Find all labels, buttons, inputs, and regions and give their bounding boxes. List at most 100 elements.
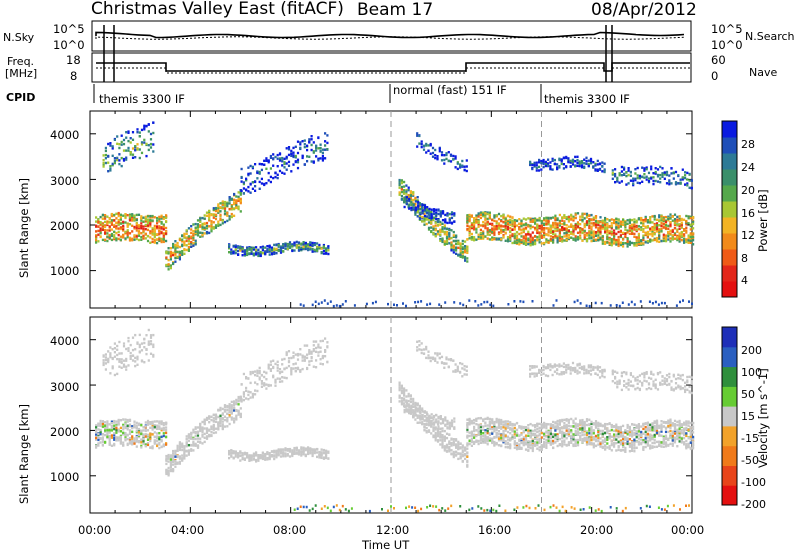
scatter-cell (153, 229, 156, 232)
scatter-cell (622, 238, 625, 241)
scatter-cell (464, 245, 467, 248)
scatter-cell (653, 231, 656, 235)
scatter-cell (277, 245, 280, 248)
scatter-cell (561, 240, 564, 243)
scatter-cell (266, 250, 269, 253)
scatter-cell (522, 237, 525, 240)
nave-tick-low: 0 (711, 69, 719, 83)
scatter-cell (576, 212, 580, 215)
scatter-cell (97, 432, 100, 435)
scatter-cell (567, 225, 570, 228)
scatter-cell (477, 233, 480, 236)
scatter-cell (409, 194, 412, 198)
scatter-cell (653, 222, 656, 226)
scatter-cell (258, 378, 261, 381)
scatter-cell (158, 218, 161, 221)
scatter-cell (185, 441, 188, 444)
scatter-cell (264, 455, 267, 458)
scatter-cell (219, 210, 222, 213)
scatter-cell (145, 352, 148, 356)
scatter-cell (145, 347, 148, 351)
scatter-cell (635, 228, 638, 232)
scatter-cell (212, 431, 215, 435)
scatter-cell (670, 182, 673, 185)
scatter-cell (167, 471, 170, 475)
scatter-cell (601, 165, 604, 168)
scatter-cell (258, 162, 261, 166)
scatter-cell (659, 173, 662, 177)
scatter-cell (135, 435, 138, 439)
scatter-cell (684, 176, 687, 180)
scatter-cell (178, 255, 181, 258)
scatter-cell (422, 144, 426, 147)
scatter-cell (196, 432, 200, 435)
scatter-cell (412, 194, 415, 197)
scatter-cell (95, 237, 98, 240)
scatter-cell (491, 236, 494, 239)
scatter-cell (201, 234, 204, 237)
scatter-cell (272, 176, 275, 180)
scatter-cell (162, 240, 165, 244)
scatter-cell (111, 154, 114, 157)
scatter-cell (217, 224, 220, 227)
scatter-cell (477, 212, 480, 215)
scatter-cell (214, 414, 218, 418)
scatter-cell (604, 223, 607, 226)
scatter-cell (663, 177, 666, 180)
scatter-cell (443, 230, 446, 234)
scatter-cell (578, 164, 581, 168)
scatter-cell (636, 176, 639, 180)
scatter-cell (122, 428, 125, 431)
scatter-cell (676, 236, 679, 239)
scatter-cell (448, 217, 451, 220)
scatter-cell (613, 221, 616, 225)
scatter-cell (223, 425, 227, 428)
scatter-cell (149, 446, 152, 449)
scatter-cell (283, 367, 286, 371)
scatter-cell (275, 252, 278, 255)
scatter-cell (623, 172, 626, 176)
scatter-cell (506, 236, 510, 239)
scatter-cell (608, 241, 611, 244)
scatter-cell (325, 449, 328, 453)
scatter-cell (302, 447, 305, 451)
scatter-cell (646, 230, 649, 234)
scatter-cell (241, 247, 244, 250)
scatter-cell (99, 433, 102, 436)
scatter-cell (628, 229, 631, 232)
ground-cell (387, 302, 389, 306)
scatter-cell (140, 141, 144, 144)
scatter-cell (547, 223, 550, 226)
scatter-cell (252, 254, 255, 257)
scatter-cell (95, 235, 98, 238)
scatter-cell (529, 217, 532, 220)
scatter-cell (520, 235, 523, 238)
scatter-cell (122, 431, 125, 434)
scatter-cell (689, 223, 692, 226)
ground-cell (374, 300, 377, 304)
scatter-cell (405, 196, 408, 199)
scatter-cell (128, 423, 132, 426)
scatter-cell (273, 450, 276, 453)
scatter-cell (138, 131, 141, 134)
scatter-cell (199, 235, 202, 238)
scatter-cell (217, 427, 220, 430)
scatter-cell (552, 241, 555, 244)
scatter-cell (165, 435, 168, 439)
scatter-cell (317, 147, 320, 150)
scatter-cell (199, 220, 202, 223)
scatter-cell (311, 250, 314, 253)
scatter-cell (201, 227, 204, 231)
scatter-cell (310, 350, 313, 353)
scatter-cell (160, 439, 163, 443)
scatter-cell (680, 233, 683, 236)
scatter-cell (652, 182, 655, 186)
scatter-cell (250, 458, 253, 462)
scatter-cell (237, 455, 240, 459)
scatter-cell (520, 239, 523, 242)
scatter-cell (646, 226, 649, 229)
scatter-cell (110, 223, 113, 226)
ground-cell (555, 299, 558, 302)
scatter-cell (452, 234, 455, 237)
scatter-cell (624, 235, 627, 239)
